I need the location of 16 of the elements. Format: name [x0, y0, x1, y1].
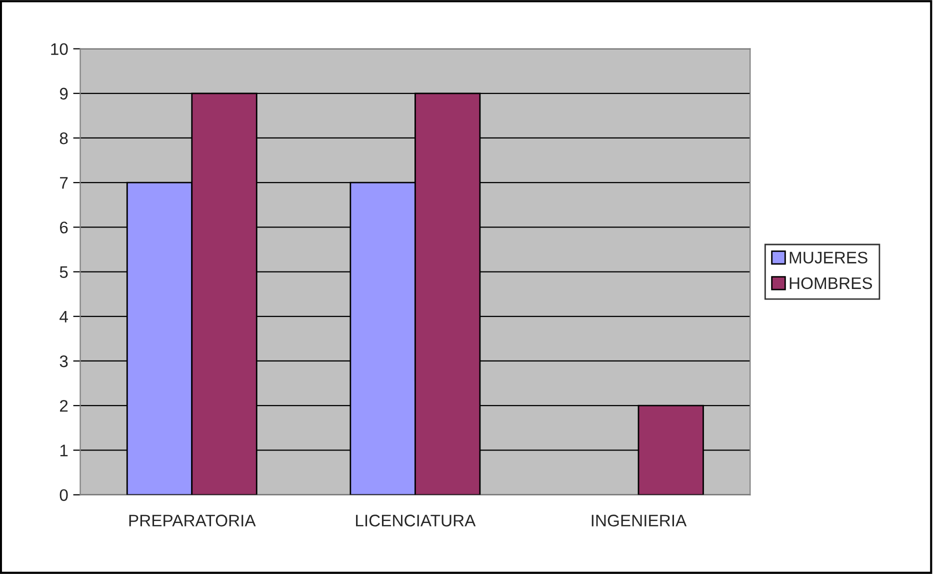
x-tick-label: PREPARATORIA: [129, 514, 256, 526]
x-tick-label: INGENIERIA: [592, 514, 687, 526]
y-tick-label: 10: [51, 43, 68, 55]
y-tick-label: 1: [60, 444, 68, 456]
y-tick-label: 7: [60, 177, 68, 189]
y-tick-label: 4: [60, 310, 68, 322]
legend-label: HOMBRES: [790, 277, 872, 290]
y-tick-label: 8: [60, 132, 68, 144]
y-tick-label: 2: [60, 400, 68, 412]
x-tick-label: LICENCIATURA: [356, 514, 476, 526]
y-tick-label: 9: [60, 88, 68, 100]
legend-label: MUJERES: [790, 252, 868, 264]
y-tick-label: 0: [60, 489, 68, 501]
y-tick-label: 5: [60, 266, 68, 278]
y-tick-label: 6: [60, 222, 68, 234]
y-tick-label: 3: [60, 355, 68, 368]
